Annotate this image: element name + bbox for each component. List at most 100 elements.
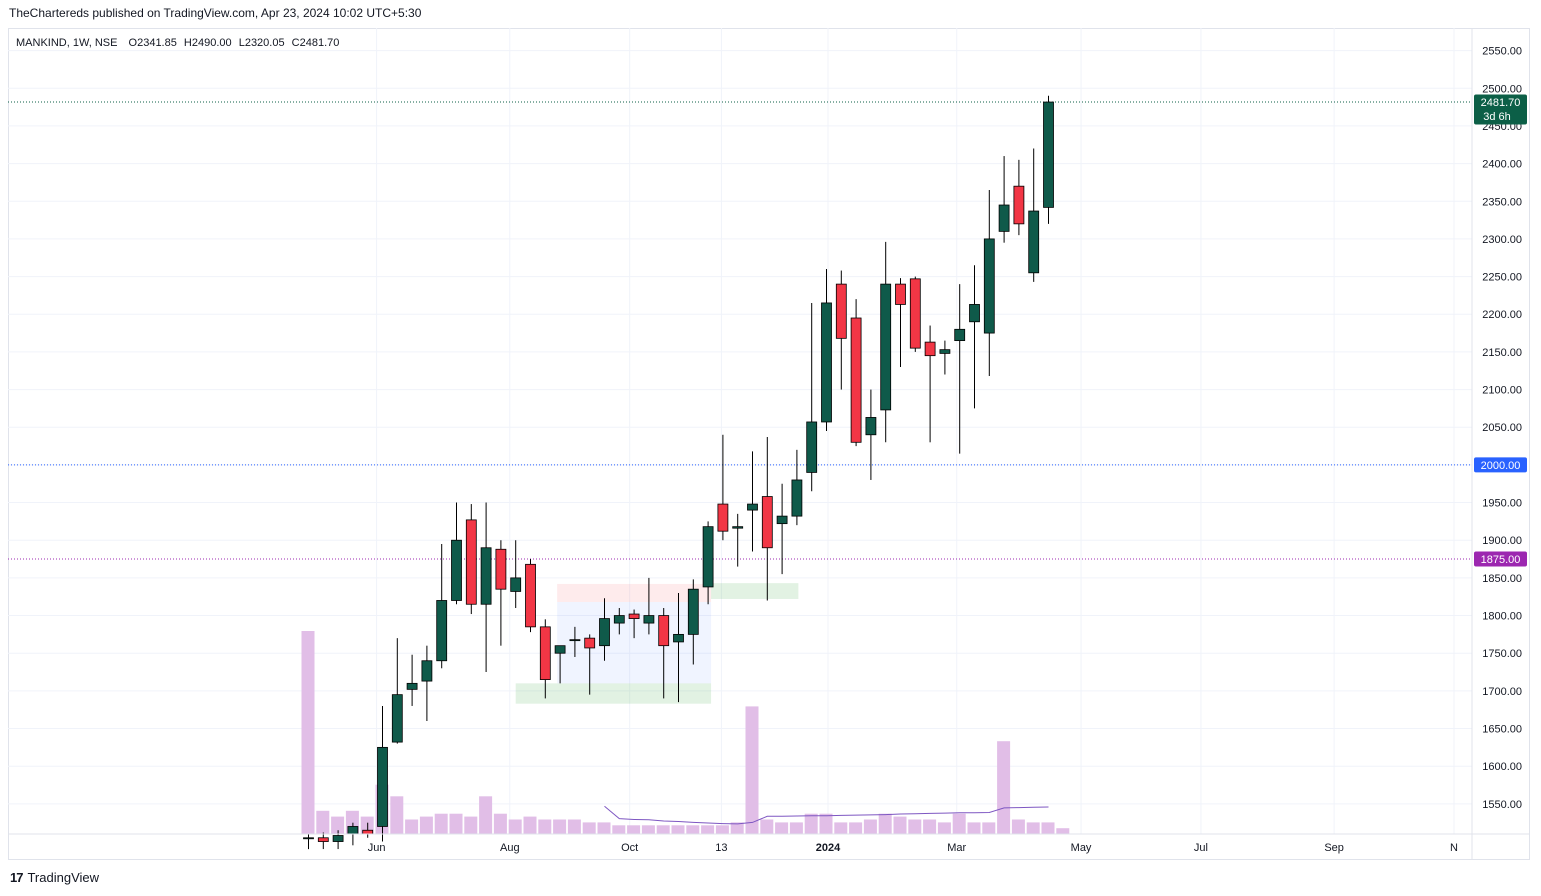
candle[interactable]: [747, 451, 758, 552]
price-tick-label: 1650.00: [1482, 724, 1522, 736]
price-tag-bg: [1474, 551, 1527, 567]
price-axis[interactable]: 2550.002500.002450.002400.002350.002300.…: [1482, 46, 1522, 811]
candle[interactable]: [806, 302, 818, 492]
candle[interactable]: [554, 645, 566, 684]
candle-body: [584, 637, 596, 649]
volume-bars: [301, 631, 1070, 834]
volume-bar: [923, 819, 937, 834]
candle[interactable]: [865, 389, 877, 480]
candle[interactable]: [835, 270, 847, 390]
volume-bar: [464, 816, 478, 834]
volume-ma-layer: [604, 805, 1049, 825]
price-tick-label: 1600.00: [1482, 761, 1522, 773]
candle[interactable]: [983, 189, 995, 377]
candle[interactable]: [391, 638, 403, 744]
volume-bar: [730, 822, 744, 834]
candle[interactable]: [377, 705, 388, 842]
candle[interactable]: [643, 577, 655, 635]
candle-body: [821, 302, 832, 423]
candle[interactable]: [495, 540, 507, 646]
candle-body: [539, 626, 551, 680]
candle-body: [599, 618, 610, 647]
candle[interactable]: [909, 276, 921, 352]
time-tick-label: Mar: [947, 842, 966, 854]
candle[interactable]: [761, 437, 773, 601]
price-tick-label: 2300.00: [1482, 234, 1522, 246]
volume-bar: [612, 825, 626, 834]
candle[interactable]: [628, 609, 640, 639]
price-tags: 2481.70 3d 6h 2000.00 1875.00: [1474, 94, 1527, 567]
candle[interactable]: [880, 241, 892, 443]
candle[interactable]: [687, 579, 699, 665]
candle-body: [465, 519, 477, 605]
candle-body: [776, 515, 788, 525]
candle[interactable]: [1028, 148, 1040, 282]
volume-bar: [479, 796, 493, 834]
candle[interactable]: [569, 626, 581, 657]
candle[interactable]: [924, 325, 936, 443]
price-tick-label: 2350.00: [1482, 196, 1522, 208]
price-tick-label: 2250.00: [1482, 272, 1522, 284]
time-axis[interactable]: Jun Aug Oct 13 2024 Mar May Jul Sep N: [368, 842, 1458, 854]
time-tick-label: Jul: [1194, 842, 1208, 854]
tradingview-brand[interactable]: TradingView: [27, 870, 100, 885]
candle-body: [1043, 101, 1054, 208]
candle[interactable]: [673, 592, 684, 703]
candle[interactable]: [998, 156, 1010, 243]
candle-body: [983, 238, 995, 334]
candle-body: [451, 539, 462, 601]
candle-body: [909, 278, 921, 349]
candle[interactable]: [969, 265, 980, 409]
candle[interactable]: [525, 559, 536, 633]
candle[interactable]: [332, 830, 344, 850]
candle[interactable]: [451, 502, 462, 605]
candle-body: [406, 682, 418, 690]
candle[interactable]: [317, 832, 329, 850]
candle[interactable]: [895, 278, 906, 367]
candle[interactable]: [480, 502, 492, 673]
candle[interactable]: [702, 521, 714, 605]
legend-low: L2320.05: [239, 37, 285, 49]
candle-body: [569, 639, 581, 642]
candle[interactable]: [776, 483, 788, 575]
candle-body: [613, 615, 625, 624]
candle[interactable]: [791, 449, 803, 526]
price-tick-label: 1850.00: [1482, 573, 1522, 585]
candles[interactable]: [303, 95, 1054, 850]
candle[interactable]: [939, 340, 951, 375]
tradingview-logo-icon[interactable]: 17: [10, 870, 24, 885]
volume-bar: [849, 822, 863, 834]
volume-bar: [301, 631, 315, 834]
chart-frame[interactable]: [8, 28, 1530, 860]
candle[interactable]: [717, 434, 729, 541]
candle[interactable]: [465, 504, 477, 615]
candle[interactable]: [1043, 95, 1054, 224]
candle[interactable]: [658, 608, 670, 699]
candle-body: [880, 283, 892, 411]
candle[interactable]: [303, 834, 314, 850]
candle-body: [702, 526, 714, 588]
candle-body: [347, 826, 359, 835]
candle[interactable]: [613, 608, 625, 635]
volume-bar: [316, 810, 330, 834]
candle[interactable]: [599, 598, 610, 661]
candle[interactable]: [539, 619, 551, 699]
volume-bar: [1026, 822, 1040, 834]
candle[interactable]: [954, 284, 966, 454]
candle-body: [1028, 210, 1040, 274]
candle[interactable]: [421, 645, 433, 722]
price-tag-bg: [1474, 457, 1527, 473]
volume-bar: [952, 813, 966, 834]
candle[interactable]: [1013, 159, 1025, 236]
candle[interactable]: [584, 634, 596, 695]
candle-body: [998, 204, 1010, 232]
candle[interactable]: [821, 269, 832, 431]
candle[interactable]: [436, 543, 448, 669]
volume-bar: [553, 819, 567, 834]
candle[interactable]: [510, 540, 522, 609]
candle[interactable]: [406, 654, 418, 706]
candle[interactable]: [850, 299, 862, 447]
candle[interactable]: [732, 513, 744, 567]
volume-bar: [908, 819, 922, 834]
